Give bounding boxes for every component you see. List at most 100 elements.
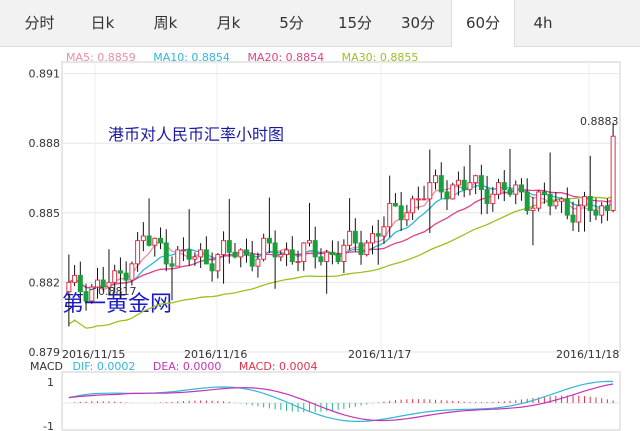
candle-up: [553, 200, 559, 207]
x-tick-label: 2016/11/18: [556, 348, 619, 361]
tab-monthly-k[interactable]: 月k: [216, 14, 241, 32]
chart-title: 港币对人民币汇率小时图: [108, 125, 284, 144]
candle-down: [461, 179, 467, 191]
candle-down: [289, 249, 295, 263]
macd-panel: 1 -1: [43, 371, 621, 431]
candle-up: [89, 286, 95, 302]
candle-up: [455, 179, 461, 186]
candle-up: [473, 175, 479, 184]
candle-up: [215, 254, 221, 272]
y-tick-label: 0.885: [29, 207, 61, 220]
candle-up: [559, 198, 565, 202]
candle-down: [169, 263, 175, 267]
candle-up: [306, 240, 312, 244]
candle-down: [541, 191, 547, 195]
candle-up: [255, 258, 261, 267]
candle-down: [501, 182, 507, 191]
candle-up: [347, 230, 353, 246]
candle-down: [266, 237, 272, 244]
candle-up: [95, 279, 101, 288]
candlesticks: [66, 122, 616, 327]
candle-up: [192, 256, 198, 260]
low-annotation: 0.8817: [98, 285, 137, 298]
candle-down: [392, 203, 398, 207]
candle-down: [518, 184, 524, 193]
candle-up: [610, 135, 616, 211]
macd-name: MACD: [30, 360, 63, 373]
dif-line: [68, 380, 614, 422]
tab-intraday[interactable]: 分时: [24, 14, 55, 32]
tab-30min[interactable]: 30分: [400, 14, 436, 32]
candle-down: [484, 189, 490, 205]
candle-down: [593, 209, 599, 216]
candle-down: [226, 240, 232, 253]
y-axis: 0.891 0.888 0.885 0.882 0.879: [29, 68, 61, 359]
dif-label: DIF: 0.0002: [72, 360, 136, 373]
tab-4h[interactable]: 4h: [533, 14, 553, 32]
candle-down: [444, 191, 450, 200]
candle-up: [404, 212, 410, 221]
x-tick-label: 2016/11/16: [184, 348, 247, 361]
candle-up: [364, 242, 370, 256]
candle-up: [66, 281, 72, 293]
macd-frame: [61, 371, 621, 431]
candle-down: [100, 279, 106, 288]
candle-up: [496, 182, 502, 195]
tab-5min[interactable]: 5分: [279, 14, 304, 32]
candle-down: [604, 205, 610, 211]
candle-down: [358, 242, 364, 256]
candle-up: [433, 175, 439, 184]
candle-up: [278, 254, 284, 258]
candle-down: [163, 242, 169, 265]
x-axis: 2016/11/15 2016/11/16 2016/11/17 2016/11/18: [62, 348, 619, 361]
ma30-line: [68, 195, 614, 329]
macd-ytick-bottom: -1: [43, 420, 54, 431]
candle-down: [243, 249, 249, 256]
y-tick-label: 0.891: [29, 68, 61, 81]
ma10-label: MA10: 0.8854: [153, 51, 230, 64]
x-tick-label: 2016/11/15: [62, 348, 125, 361]
candle-down: [438, 175, 444, 193]
candle-up: [129, 263, 135, 281]
candle-down: [570, 214, 576, 223]
candle-up: [324, 251, 330, 263]
candle-down: [375, 233, 381, 237]
candle-down: [547, 193, 553, 207]
timeframe-tabbar: 分时 日k 周k 月k 5分 15分 30分 60分 4h: [0, 0, 640, 47]
candle-up: [152, 237, 158, 246]
candle-up: [295, 261, 301, 264]
tab-daily-k[interactable]: 日k: [90, 14, 115, 32]
candle-up: [415, 198, 421, 201]
candle-down: [158, 237, 164, 244]
candle-up: [175, 249, 181, 267]
candle-up: [450, 184, 456, 200]
high-annotation: 0.8883: [580, 115, 619, 128]
candle-up: [72, 274, 78, 283]
candle-down: [329, 251, 335, 256]
dea-label: DEA: 0.0000: [152, 360, 222, 373]
candle-down: [398, 205, 404, 221]
candle-up: [410, 198, 416, 214]
macd-legend: MACD DIF: 0.0002 DEA: 0.0000 MACD: 0.000…: [30, 360, 332, 373]
tab-15min[interactable]: 15分: [337, 14, 373, 32]
tab-60min[interactable]: 60分: [451, 0, 515, 47]
candle-up: [387, 203, 393, 228]
candle-up: [421, 198, 427, 201]
candle-down: [318, 256, 324, 263]
candle-down: [249, 254, 255, 267]
dea-line: [68, 383, 614, 422]
candle-down: [117, 270, 123, 274]
candle-down: [272, 242, 278, 258]
macd-value-label: MACD: 0.0004: [238, 360, 318, 373]
candle-down: [123, 272, 129, 281]
candle-up: [106, 281, 112, 288]
tab-weekly-k[interactable]: 周k: [153, 14, 178, 32]
candle-up: [301, 242, 307, 263]
candle-up: [381, 226, 387, 237]
y-tick-label: 0.879: [29, 346, 61, 359]
candle-up: [536, 191, 542, 209]
candle-down: [146, 235, 152, 246]
candle-up: [140, 235, 146, 242]
candle-up: [180, 249, 186, 252]
